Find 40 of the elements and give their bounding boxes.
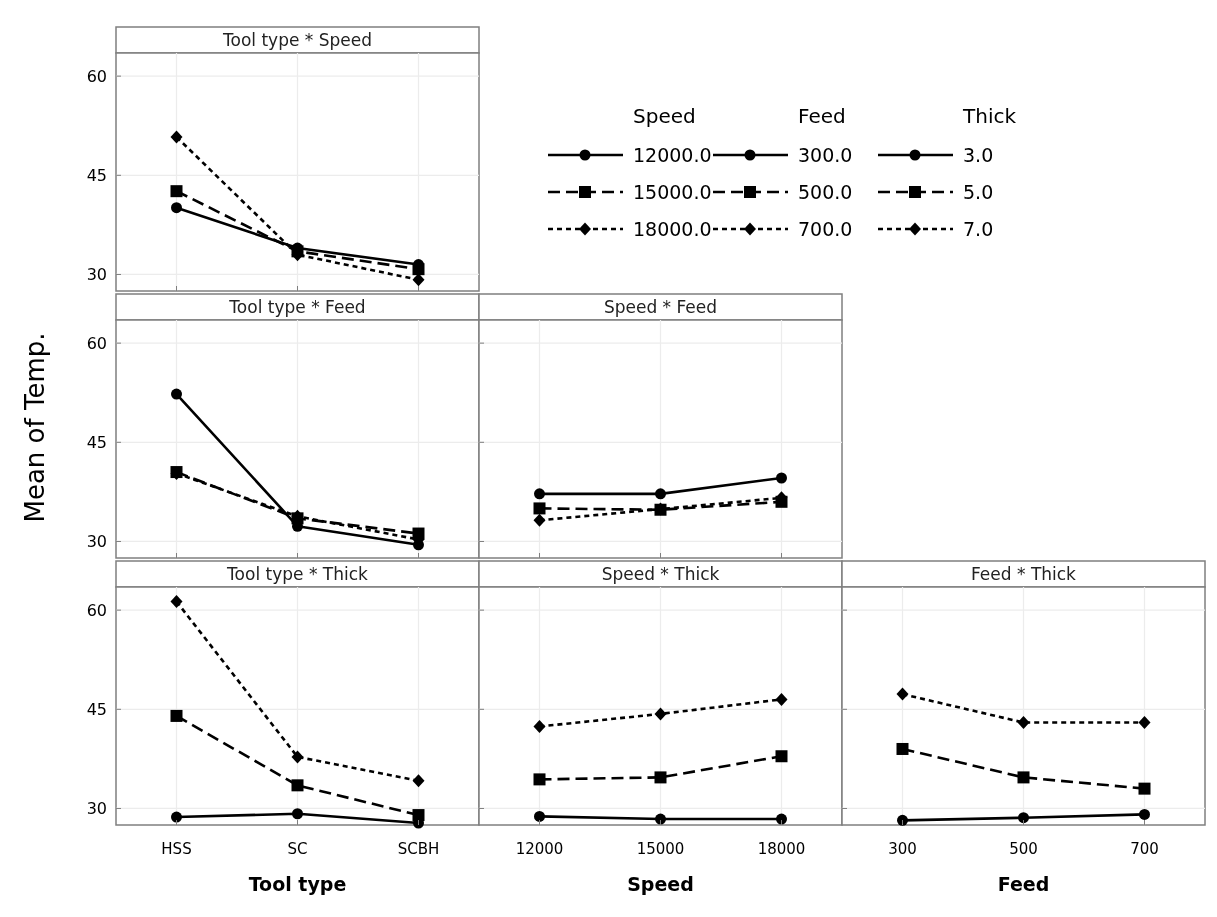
legend-label: 18000.0 <box>633 218 712 240</box>
legend-title: Feed <box>798 104 846 128</box>
legend-label: 15000.0 <box>633 181 712 203</box>
legend-label: 7.0 <box>963 218 994 240</box>
chart-title: Speed * Thick <box>601 564 720 584</box>
x-tick-label: 300 <box>888 840 917 858</box>
y-tick-label: 45 <box>86 700 107 720</box>
x-tick-label: 12000 <box>515 840 564 858</box>
y-tick-label: 60 <box>86 334 107 354</box>
x-tick-label: 500 <box>1009 840 1038 858</box>
chart-title: Tool type * Speed <box>222 30 372 50</box>
y-tick-label: 30 <box>86 799 107 819</box>
x-tick-label: 18000 <box>757 840 806 858</box>
legend-label: 300.0 <box>798 144 853 166</box>
y-tick-label: 45 <box>86 433 107 453</box>
legend-title: Thick <box>962 104 1017 128</box>
legend-title: Speed <box>633 104 696 128</box>
legend-label: 500.0 <box>798 181 853 203</box>
x-tick-label: HSS <box>161 840 192 858</box>
legend-label: 5.0 <box>963 181 994 203</box>
x-tick-label: 700 <box>1130 840 1159 858</box>
legend-label: 700.0 <box>798 218 853 240</box>
y-tick-label: 60 <box>86 601 107 621</box>
x-axis-title: Tool type <box>248 873 347 895</box>
x-tick-label: SC <box>287 840 308 858</box>
legend-label: 3.0 <box>963 144 994 166</box>
legend-label: 12000.0 <box>633 144 712 166</box>
chart-title: Tool type * Thick <box>226 564 369 584</box>
x-tick-label: 15000 <box>636 840 685 858</box>
chart-title: Tool type * Feed <box>228 297 366 317</box>
chart-title: Speed * Feed <box>603 297 718 317</box>
x-axis-title: Feed <box>997 873 1050 895</box>
chart-title: Feed * Thick <box>971 564 1077 584</box>
x-axis-title: Speed <box>627 873 694 895</box>
x-tick-label: SCBH <box>397 840 440 858</box>
y-tick-label: 30 <box>86 265 107 285</box>
y-tick-label: 60 <box>86 67 107 87</box>
y-tick-label: 30 <box>86 532 107 552</box>
y-tick-label: 45 <box>86 166 107 186</box>
y-axis-title: Mean of Temp. <box>20 332 50 523</box>
